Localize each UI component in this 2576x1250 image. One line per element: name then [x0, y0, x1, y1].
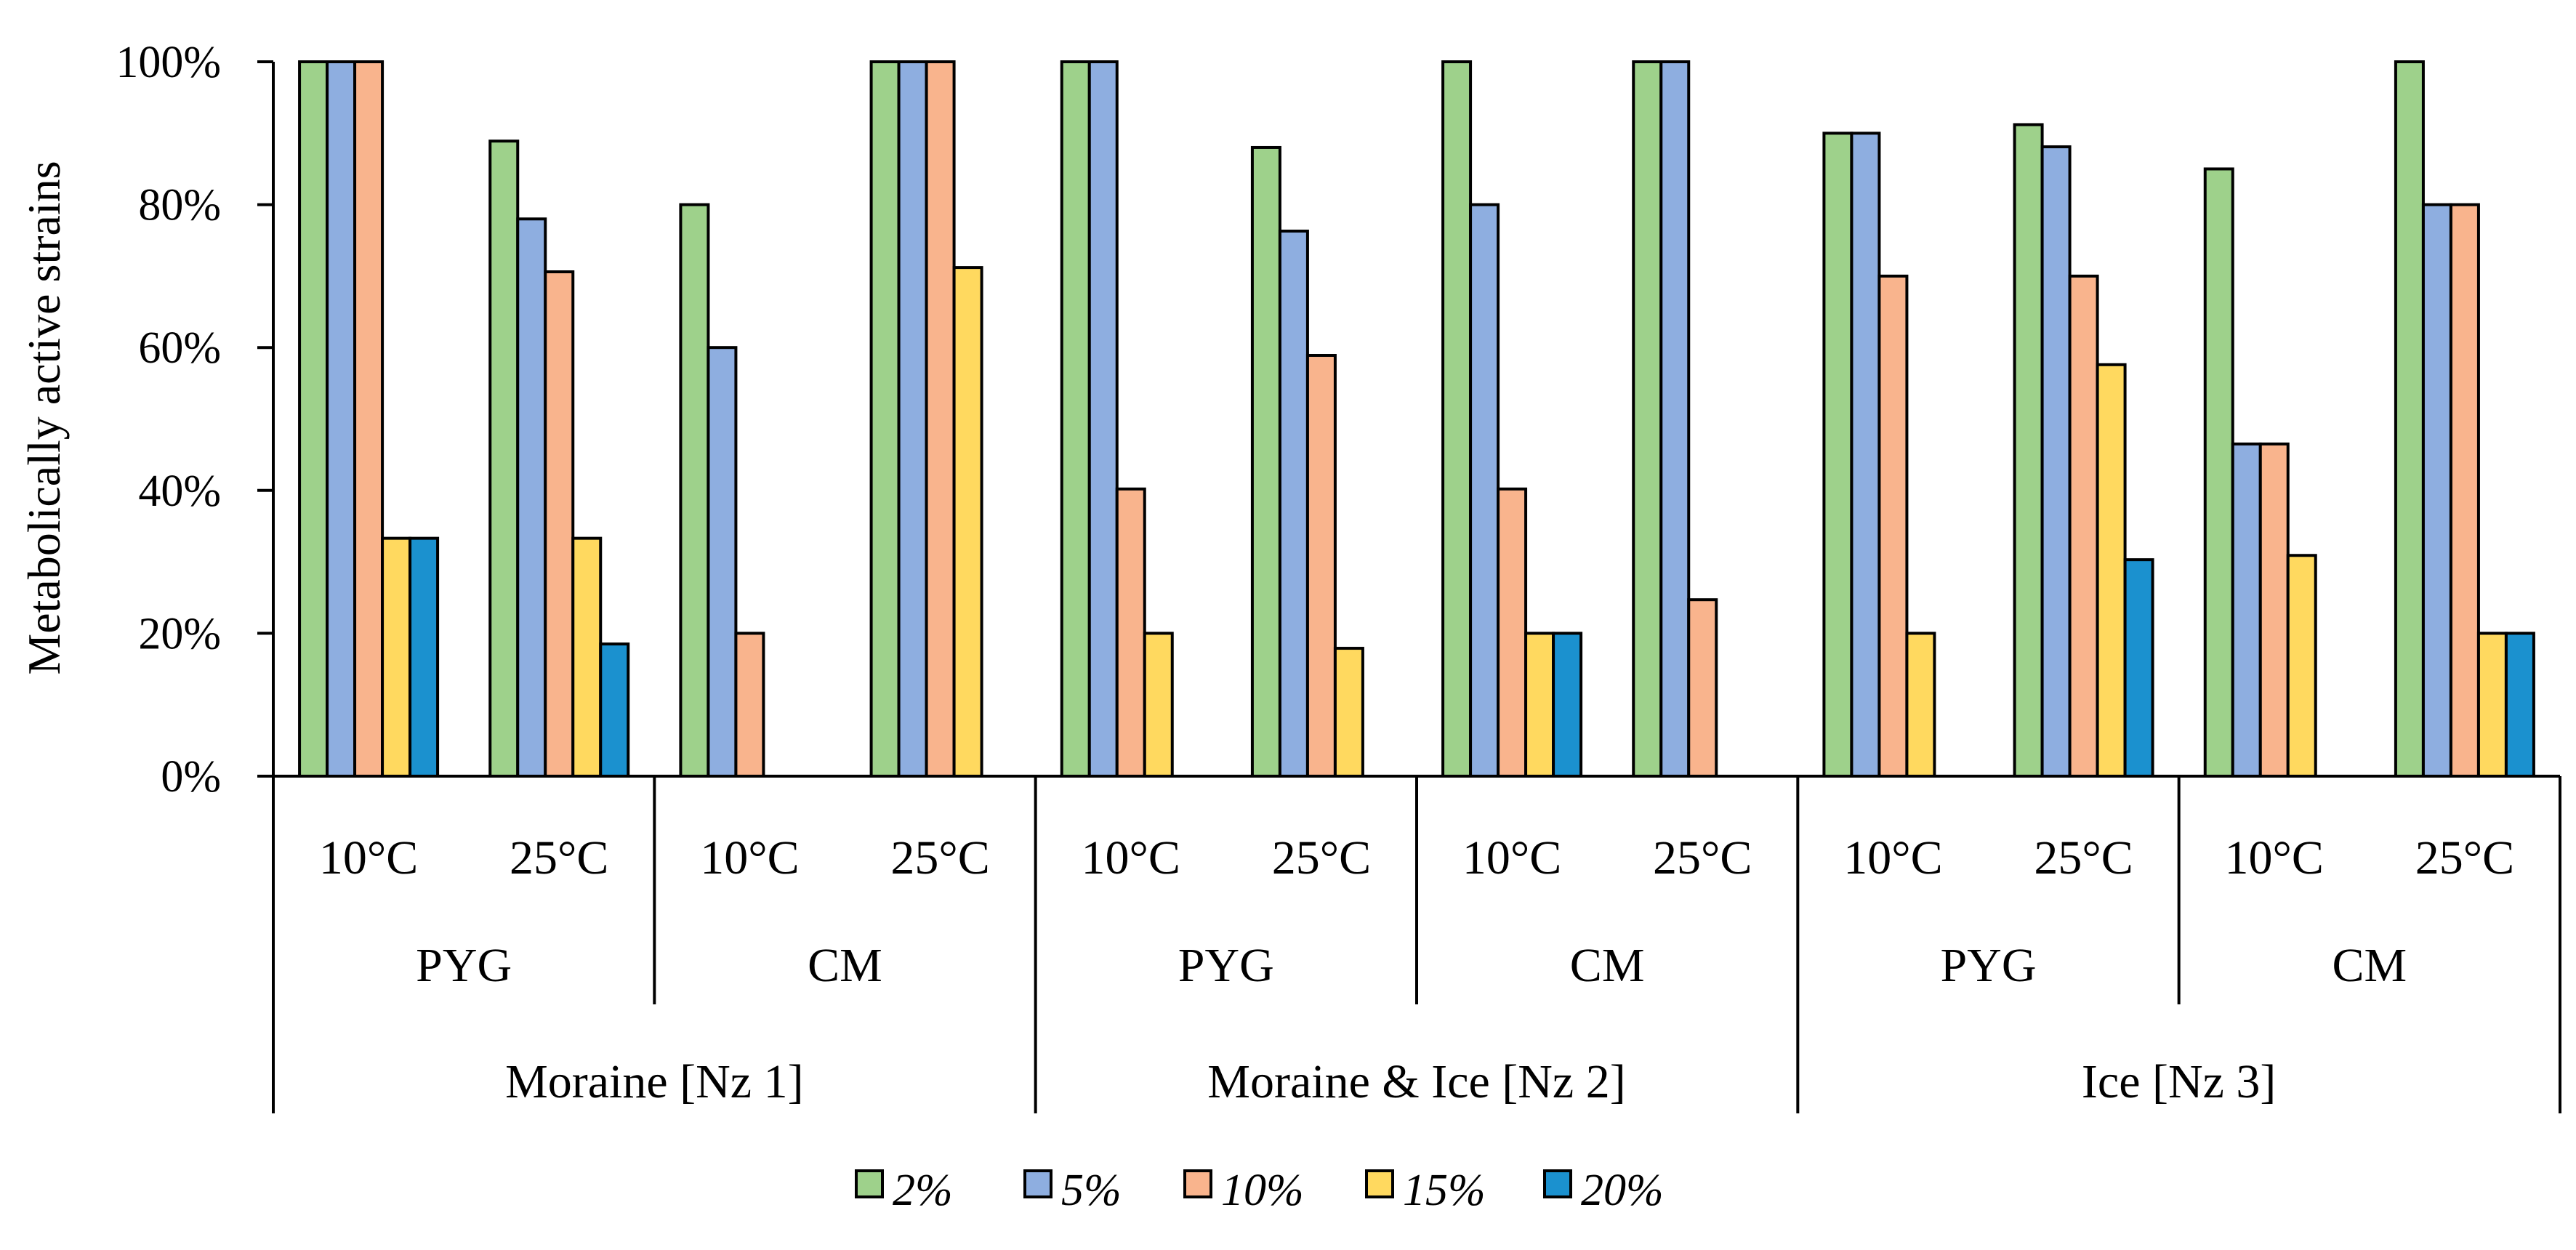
- legend: 2% 5% 10% 15% 20%: [855, 1166, 1664, 1215]
- bar-5pct-2: [707, 346, 738, 778]
- legend-label-10pct: 10%: [1221, 1166, 1304, 1215]
- bar-2pct-10: [2203, 167, 2234, 778]
- bar-10pct-0: [353, 60, 385, 778]
- temp-label: 10°C: [2225, 831, 2324, 884]
- bar-15pct-9: [2096, 363, 2127, 778]
- bar-10pct-3: [925, 60, 956, 778]
- bar-10pct-11: [2449, 203, 2480, 778]
- temp-label: 10°C: [1843, 831, 1942, 884]
- legend-swatch-15pct: [1365, 1169, 1394, 1198]
- bar-2pct-0: [298, 60, 329, 778]
- temp-label: 10°C: [1082, 831, 1180, 884]
- legend-swatch-20pct: [1543, 1169, 1572, 1198]
- legend-label-20pct: 20%: [1581, 1166, 1664, 1215]
- x-axis: 10°C 25°C 10°C 25°C 10°C 25°C 10°C 25°C 10°C 25°C…: [272, 775, 2561, 1113]
- bar-20pct-9: [2123, 558, 2154, 778]
- bar-15pct-8: [1905, 632, 1936, 778]
- bar-10pct-2: [734, 632, 765, 778]
- bar-10pct-1: [544, 270, 575, 778]
- bar-5pct-4: [1087, 60, 1119, 778]
- y-tick-label: 20%: [138, 609, 221, 658]
- legend-label-15pct: 15%: [1403, 1166, 1486, 1215]
- legend-label-2pct: 2%: [893, 1166, 953, 1215]
- bar-10pct-7: [1687, 598, 1718, 778]
- bar-2pct-3: [869, 60, 901, 778]
- bar-5pct-11: [2421, 203, 2452, 778]
- bar-5pct-9: [2040, 145, 2072, 778]
- bar-5pct-3: [897, 60, 928, 778]
- bar-2pct-8: [1822, 132, 1853, 778]
- y-axis-title: Metabolically active strains: [18, 161, 70, 674]
- bar-5pct-0: [326, 60, 357, 778]
- bar-20pct-0: [408, 536, 440, 778]
- bar-2pct-11: [2394, 60, 2425, 778]
- bar-10pct-8: [1877, 274, 1909, 778]
- bar-20pct-1: [599, 642, 630, 778]
- bar-15pct-6: [1524, 632, 1555, 778]
- y-axis: 0% 20% 40% 60% 80% 100%: [116, 38, 275, 802]
- bar-2pct-9: [2013, 123, 2044, 778]
- y-tick-label: 80%: [138, 181, 221, 230]
- bar-10pct-5: [1305, 354, 1337, 778]
- bar-15pct-10: [2286, 554, 2317, 778]
- legend-swatch-10pct: [1183, 1169, 1212, 1198]
- bar-2pct-5: [1250, 145, 1281, 778]
- legend-label-5pct: 5%: [1061, 1166, 1122, 1215]
- bar-2pct-6: [1441, 60, 1473, 778]
- medium-label: CM: [2332, 939, 2407, 992]
- legend-swatch-2pct: [855, 1169, 884, 1198]
- medium-label: PYG: [1178, 939, 1274, 992]
- y-tick-label: 60%: [138, 323, 221, 373]
- bar-15pct-3: [952, 266, 983, 778]
- bar-5pct-8: [1850, 132, 1881, 778]
- y-tick-label: 100%: [116, 38, 221, 87]
- bar-15pct-5: [1333, 647, 1364, 778]
- bar-2pct-7: [1632, 60, 1663, 778]
- bar-15pct-11: [2476, 632, 2508, 778]
- temp-label: 25°C: [2415, 831, 2514, 884]
- bar-2pct-4: [1060, 60, 1091, 778]
- temp-label: 10°C: [1462, 831, 1561, 884]
- medium-label: CM: [808, 939, 882, 992]
- bars-layer: [298, 60, 2535, 778]
- bar-2pct-1: [488, 140, 520, 778]
- temp-label: 25°C: [1272, 831, 1371, 884]
- bar-5pct-1: [516, 217, 547, 778]
- temp-label: 10°C: [319, 831, 418, 884]
- bar-15pct-4: [1143, 632, 1174, 778]
- bar-15pct-1: [571, 536, 603, 778]
- medium-label: CM: [1570, 939, 1645, 992]
- sample-group-label: Ice [Nz 3]: [2082, 1055, 2276, 1108]
- bar-5pct-10: [2231, 442, 2262, 778]
- temp-label: 25°C: [890, 831, 989, 884]
- bar-10pct-4: [1115, 487, 1146, 778]
- temp-label: 25°C: [1653, 831, 1752, 884]
- bar-10pct-9: [2068, 274, 2099, 778]
- temp-label: 25°C: [2034, 831, 2133, 884]
- y-tick-label: 0%: [161, 752, 221, 802]
- sample-group-label: Moraine [Nz 1]: [505, 1055, 804, 1108]
- bar-5pct-5: [1278, 229, 1309, 778]
- legend-swatch-5pct: [1023, 1169, 1052, 1198]
- bar-10pct-10: [2258, 442, 2290, 778]
- bar-5pct-6: [1469, 203, 1500, 778]
- bar-20pct-11: [2504, 632, 2535, 778]
- bar-2pct-2: [679, 203, 710, 778]
- y-tick-label: 40%: [138, 467, 221, 516]
- bar-15pct-0: [381, 536, 412, 778]
- bar-10pct-6: [1497, 487, 1528, 778]
- sample-group-label: Moraine & Ice [Nz 2]: [1207, 1055, 1625, 1108]
- medium-label: PYG: [1940, 939, 2036, 992]
- bar-20pct-6: [1552, 632, 1583, 778]
- bar-5pct-7: [1659, 60, 1691, 778]
- medium-label: PYG: [416, 939, 512, 992]
- temp-label: 10°C: [700, 831, 799, 884]
- temp-label: 25°C: [510, 831, 608, 884]
